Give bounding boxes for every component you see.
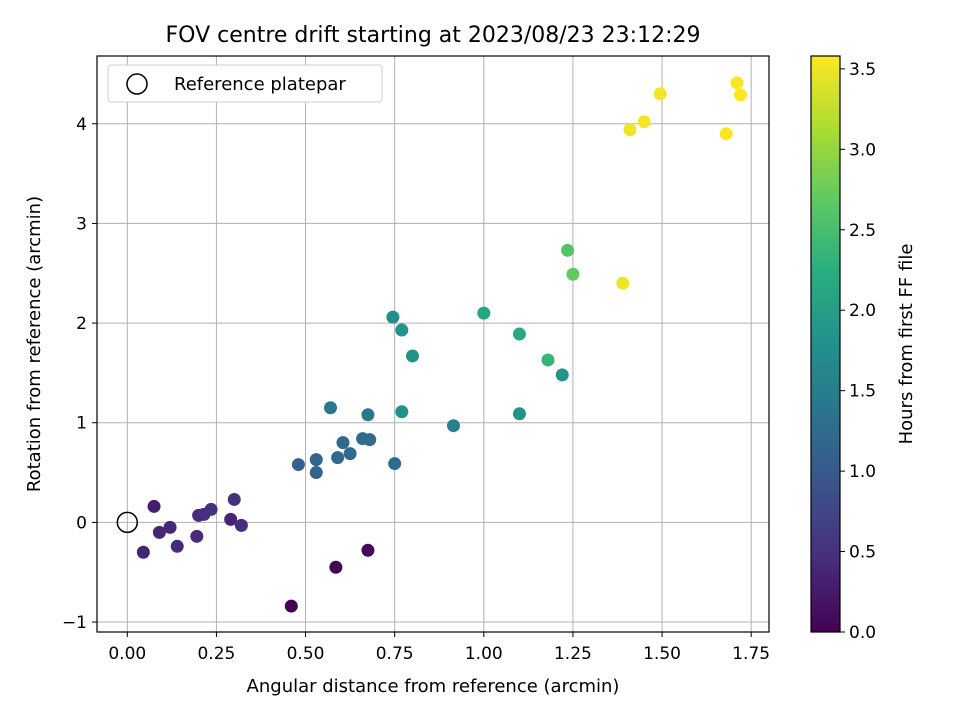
- x-tick-label: 1.00: [465, 644, 503, 664]
- y-tick-label: 2: [76, 314, 87, 334]
- y-tick-label: 3: [76, 214, 87, 234]
- colorbar-tick-label: 3.5: [849, 60, 876, 80]
- plot-frame: [96, 55, 770, 633]
- scatter-point: [284, 599, 298, 613]
- scatter-point: [170, 539, 184, 553]
- x-axis-ticks: 0.00 0.25 0.50 0.75 1.00 1.25 1.50 1.75: [108, 632, 770, 664]
- scatter-point: [406, 349, 420, 363]
- scatter-point: [395, 405, 409, 419]
- scatter-point: [309, 453, 323, 467]
- legend-box: [107, 64, 383, 103]
- scatter-point: [477, 306, 491, 320]
- x-tick-label: 0.00: [108, 644, 146, 664]
- scatter-point: [291, 458, 305, 472]
- colorbar-tick-label: 2.0: [849, 301, 876, 321]
- y-tick-label: 4: [76, 115, 87, 135]
- legend-marker: [126, 73, 148, 95]
- scatter-point: [204, 502, 218, 516]
- y-tick-label: −1: [62, 613, 87, 633]
- scatter-point: [163, 520, 177, 534]
- scatter-point: [324, 401, 338, 415]
- colorbar-tick-label: 2.5: [849, 221, 876, 241]
- legend-entry: Reference platepar: [174, 74, 346, 95]
- scatter-point: [309, 466, 323, 480]
- colorbar: [810, 55, 841, 633]
- scatter-point: [733, 88, 747, 102]
- scatter-point: [719, 127, 733, 141]
- scatter-point: [512, 407, 526, 421]
- scatter-point: [190, 529, 204, 543]
- colorbar-tick-label: 1.0: [849, 462, 876, 482]
- scatter-point: [136, 545, 150, 559]
- scatter-point: [361, 408, 375, 422]
- scatter-point: [331, 451, 345, 465]
- y-axis-label: Rotation from reference (arcmin): [24, 196, 45, 492]
- scatter-point: [363, 433, 377, 447]
- y-tick-label: 1: [76, 414, 87, 434]
- colorbar-tick-label: 3.0: [849, 140, 876, 160]
- legend: Reference platepar: [107, 64, 383, 103]
- scatter-point: [395, 323, 409, 337]
- x-tick-label: 0.50: [287, 644, 325, 664]
- scatter-point: [637, 115, 651, 129]
- scatter-point: [512, 327, 526, 341]
- scatter-point: [541, 353, 555, 367]
- chart-title: FOV centre drift starting at 2023/08/23 …: [166, 23, 701, 48]
- scatter-point: [343, 447, 357, 461]
- scatter-point: [623, 123, 637, 137]
- scatter-point: [361, 543, 375, 557]
- scatter-point: [152, 525, 166, 539]
- scatter-point: [336, 436, 350, 450]
- scatter-point: [566, 267, 580, 281]
- y-tick-label: 0: [76, 513, 87, 533]
- colorbar-ticks: 0.0 0.5 1.0 1.5 2.0 2.5 3.0 3.5: [840, 60, 876, 643]
- x-tick-label: 1.75: [732, 644, 770, 664]
- y-axis-ticks: −1 0 1 2 3 4: [62, 115, 97, 633]
- colorbar-label: Hours from first FF file: [896, 244, 917, 445]
- scatter-point: [227, 492, 241, 506]
- reference-platepar-marker: [116, 511, 139, 534]
- x-tick-label: 0.75: [376, 644, 414, 664]
- x-tick-label: 1.25: [554, 644, 592, 664]
- scatter-point: [730, 76, 744, 90]
- grid-lines: [97, 56, 769, 632]
- colorbar-tick-label: 0.0: [849, 623, 876, 643]
- scatter-point: [561, 243, 575, 257]
- x-tick-label: 1.50: [643, 644, 681, 664]
- scatter-point: [224, 512, 238, 526]
- scatter-point: [616, 276, 630, 290]
- scatter-point: [653, 87, 667, 101]
- scatter-point: [388, 457, 402, 471]
- scatter-point: [147, 499, 161, 513]
- scatter-point: [329, 560, 343, 574]
- colorbar-tick-label: 1.5: [849, 382, 876, 402]
- scatter-point: [386, 310, 400, 324]
- x-axis-label: Angular distance from reference (arcmin): [247, 676, 620, 697]
- scatter-point: [446, 419, 460, 433]
- data-points: [116, 76, 747, 613]
- scatter-point: [234, 518, 248, 532]
- colorbar-tick-label: 0.5: [849, 543, 876, 563]
- scatter-point: [555, 368, 569, 382]
- x-tick-label: 0.25: [197, 644, 235, 664]
